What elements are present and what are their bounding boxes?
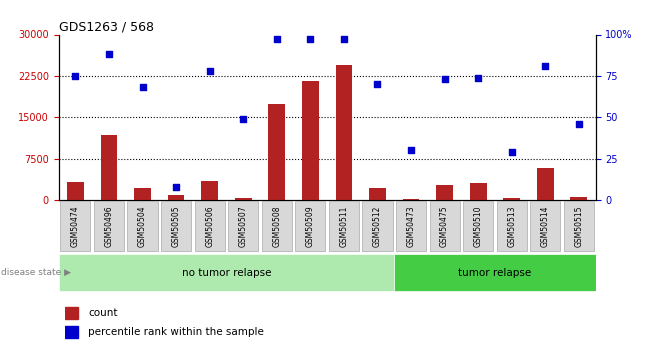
Bar [570, 197, 587, 200]
FancyBboxPatch shape [430, 201, 460, 251]
Bar [335, 65, 352, 200]
FancyBboxPatch shape [195, 201, 225, 251]
Text: GSM50514: GSM50514 [541, 205, 550, 247]
Bar [436, 185, 453, 200]
Bar [268, 104, 285, 200]
Text: percentile rank within the sample: percentile rank within the sample [88, 327, 264, 337]
Bar [65, 307, 78, 319]
Bar [168, 195, 184, 200]
FancyBboxPatch shape [161, 201, 191, 251]
Text: GSM50508: GSM50508 [272, 205, 281, 247]
FancyBboxPatch shape [530, 201, 561, 251]
Point [372, 81, 383, 87]
FancyBboxPatch shape [228, 201, 258, 251]
Bar [537, 168, 554, 200]
FancyBboxPatch shape [262, 201, 292, 251]
FancyBboxPatch shape [59, 254, 395, 291]
FancyBboxPatch shape [128, 201, 158, 251]
Point [271, 37, 282, 42]
Bar [302, 81, 319, 200]
Text: disease state ▶: disease state ▶ [1, 268, 72, 277]
Point [104, 52, 114, 57]
Bar [470, 183, 486, 200]
Bar [134, 188, 151, 200]
Bar [369, 188, 386, 200]
Point [506, 149, 517, 155]
Bar [65, 326, 78, 338]
FancyBboxPatch shape [61, 201, 90, 251]
Point [574, 121, 584, 127]
Text: no tumor relapse: no tumor relapse [182, 268, 271, 277]
Point [204, 68, 215, 74]
Point [439, 77, 450, 82]
Text: tumor relapse: tumor relapse [458, 268, 532, 277]
Text: GSM50473: GSM50473 [406, 205, 415, 247]
Text: GSM50474: GSM50474 [71, 205, 80, 247]
Bar [100, 135, 117, 200]
Bar [67, 183, 84, 200]
FancyBboxPatch shape [329, 201, 359, 251]
Text: GSM50513: GSM50513 [507, 205, 516, 247]
FancyBboxPatch shape [396, 201, 426, 251]
Point [540, 63, 551, 69]
Bar [503, 198, 520, 200]
FancyBboxPatch shape [463, 201, 493, 251]
Point [70, 73, 81, 79]
Text: GSM50507: GSM50507 [239, 205, 248, 247]
FancyBboxPatch shape [564, 201, 594, 251]
FancyBboxPatch shape [296, 201, 326, 251]
Text: GSM50512: GSM50512 [373, 205, 382, 247]
Point [406, 148, 416, 153]
Text: GSM50510: GSM50510 [474, 205, 482, 247]
FancyBboxPatch shape [395, 254, 596, 291]
Text: GDS1263 / 568: GDS1263 / 568 [59, 20, 154, 33]
Text: GSM50515: GSM50515 [574, 205, 583, 247]
Text: GSM50496: GSM50496 [104, 205, 113, 247]
FancyBboxPatch shape [497, 201, 527, 251]
Text: GSM50505: GSM50505 [172, 205, 180, 247]
Point [238, 116, 249, 122]
Bar [403, 199, 419, 200]
FancyBboxPatch shape [94, 201, 124, 251]
Text: GSM50511: GSM50511 [339, 205, 348, 247]
Text: GSM50475: GSM50475 [440, 205, 449, 247]
Text: GSM50504: GSM50504 [138, 205, 147, 247]
Point [137, 85, 148, 90]
Point [305, 37, 316, 42]
FancyBboxPatch shape [363, 201, 393, 251]
Text: GSM50506: GSM50506 [205, 205, 214, 247]
Point [339, 37, 349, 42]
Point [473, 75, 484, 80]
Bar [235, 198, 251, 200]
Bar [201, 181, 218, 200]
Text: GSM50509: GSM50509 [306, 205, 315, 247]
Point [171, 184, 181, 190]
Text: count: count [88, 308, 117, 318]
